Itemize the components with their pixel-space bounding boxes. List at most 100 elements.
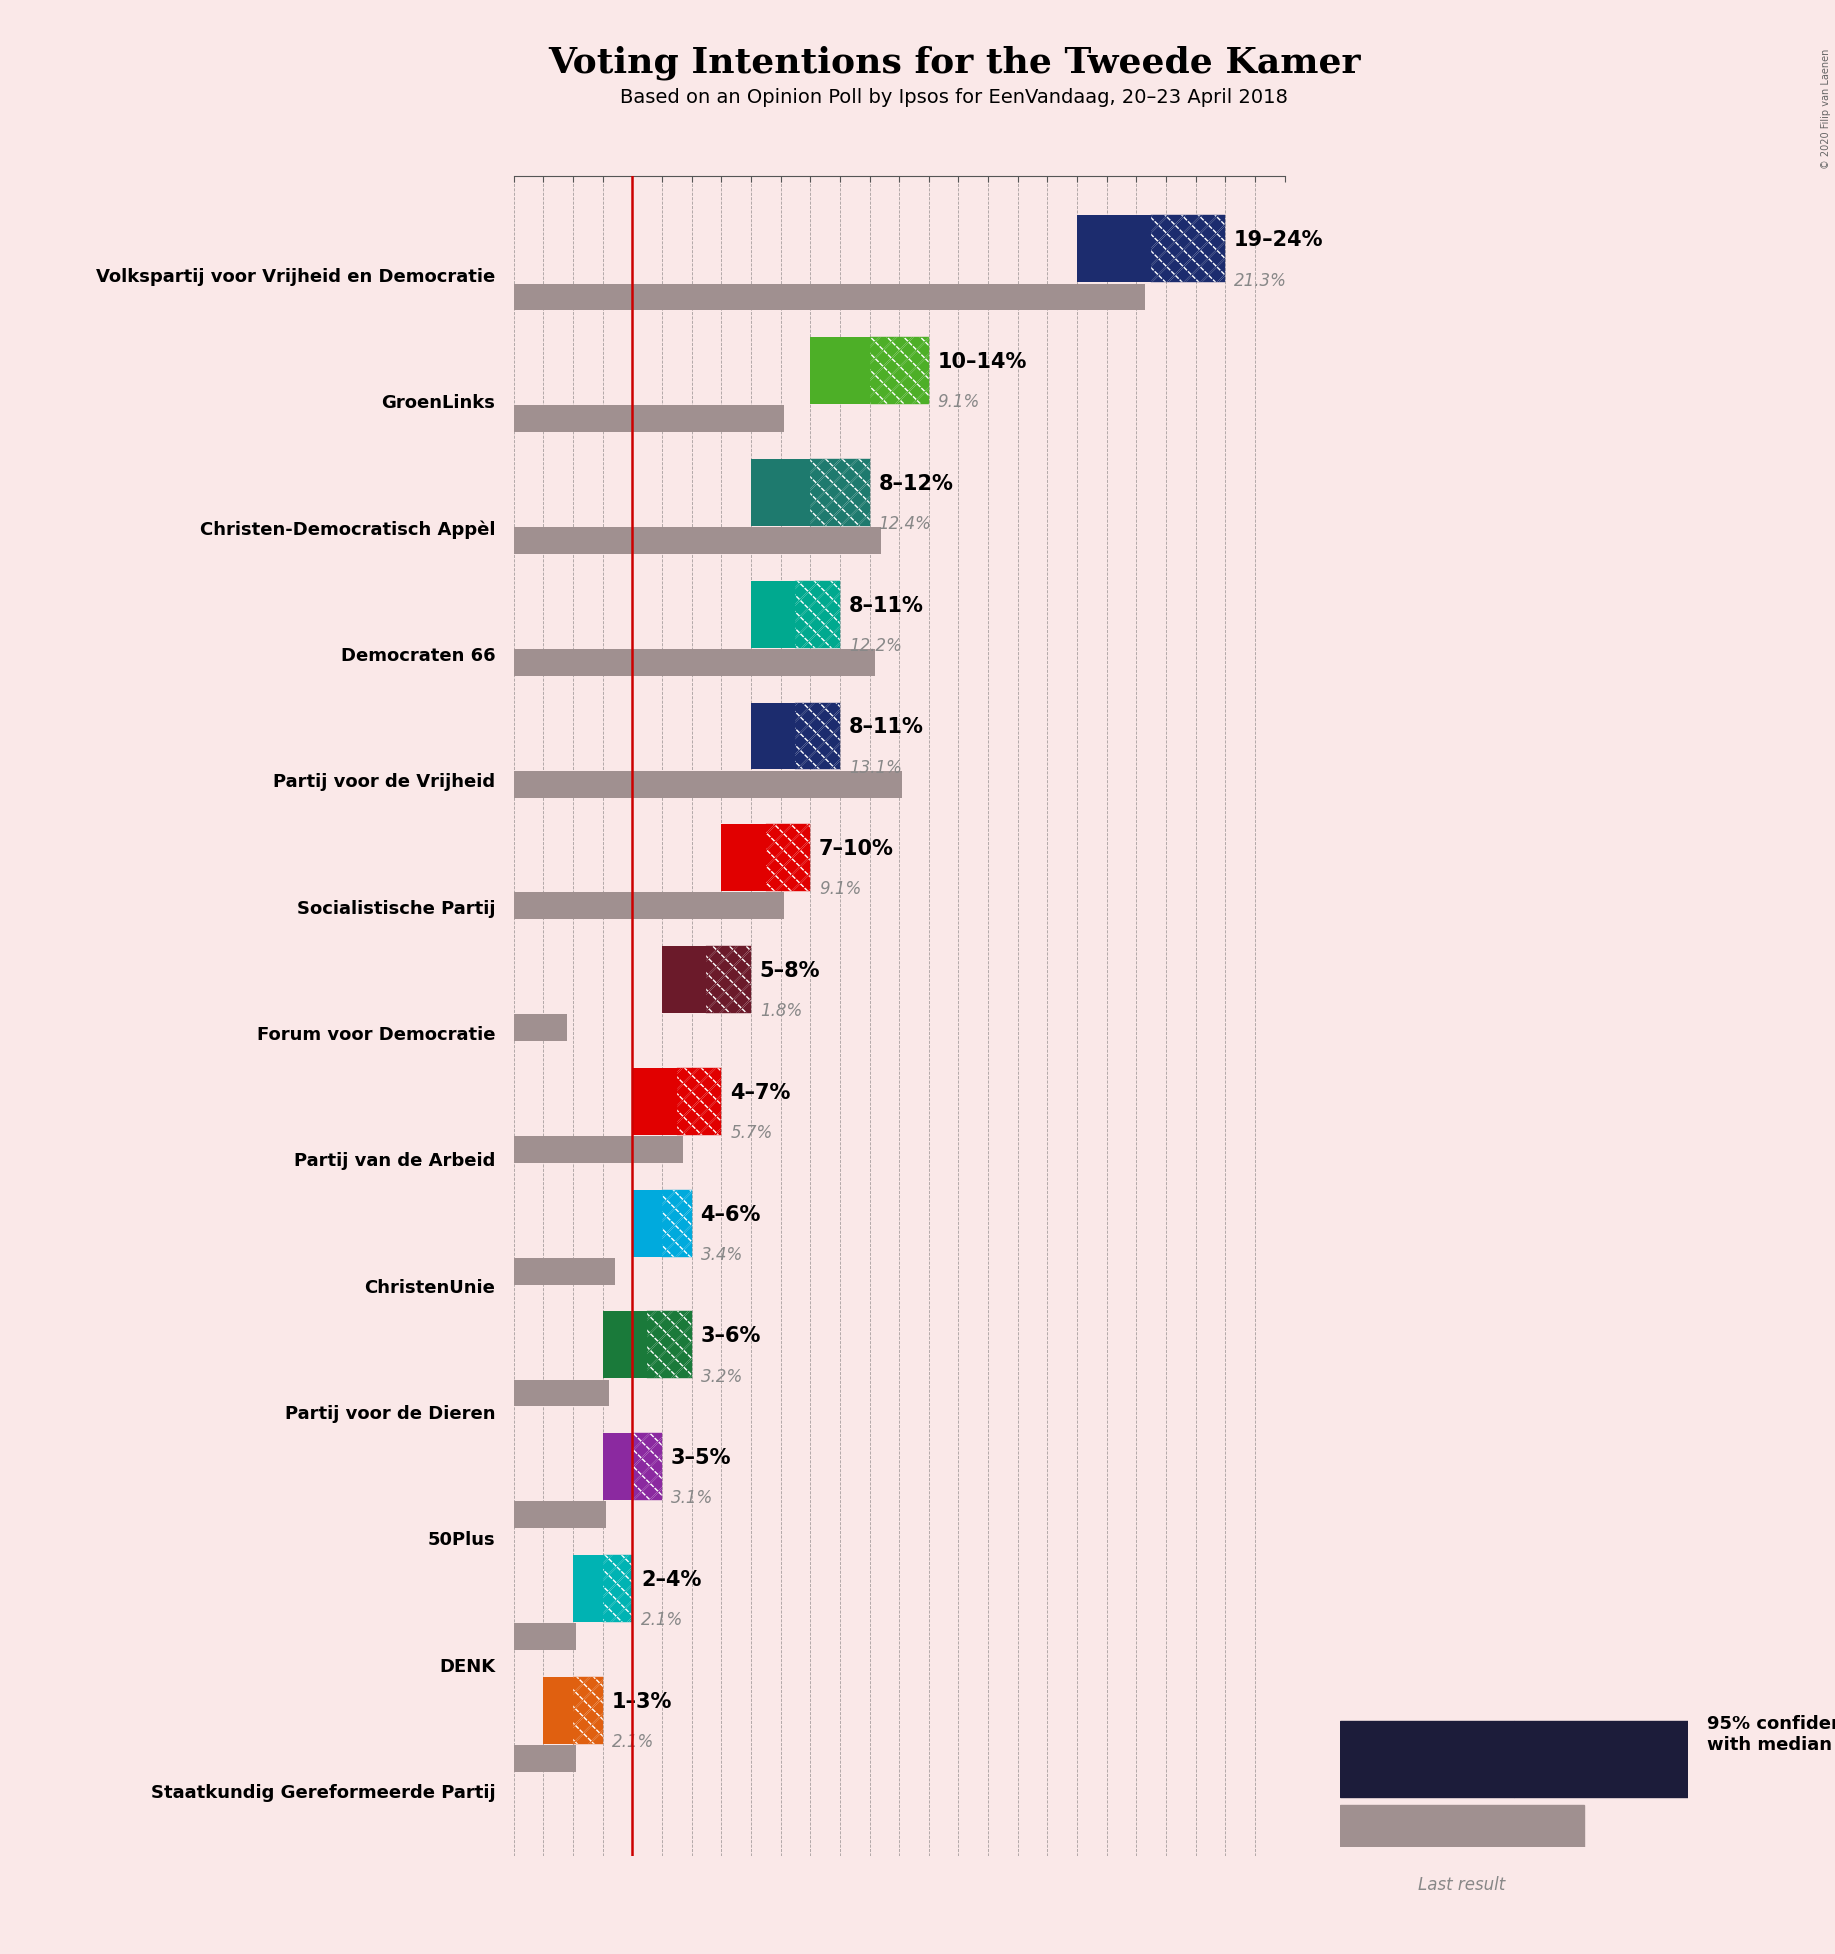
Bar <box>514 1135 683 1163</box>
Text: 12.2%: 12.2% <box>850 637 901 655</box>
Bar <box>514 1014 567 1041</box>
Bar <box>765 825 811 891</box>
Text: 21.3%: 21.3% <box>1235 272 1286 289</box>
Text: Partij voor de Vrijheid: Partij voor de Vrijheid <box>273 774 495 791</box>
Bar <box>751 459 811 526</box>
Text: 1.8%: 1.8% <box>760 1002 802 1020</box>
Bar <box>677 1067 721 1135</box>
Bar <box>751 580 795 647</box>
Text: 3–5%: 3–5% <box>672 1448 732 1467</box>
Text: 1–3%: 1–3% <box>611 1692 672 1712</box>
Text: 3–6%: 3–6% <box>701 1327 762 1346</box>
Text: Christen-Democratisch Appèl: Christen-Democratisch Appèl <box>200 520 495 539</box>
Bar <box>573 1677 602 1743</box>
Text: Voting Intentions for the Tweede Kamer: Voting Intentions for the Tweede Kamer <box>549 45 1360 80</box>
Text: 8–11%: 8–11% <box>850 596 923 616</box>
Text: 3.4%: 3.4% <box>701 1247 743 1264</box>
Bar <box>870 338 929 404</box>
Bar <box>514 770 903 797</box>
Text: 5–8%: 5–8% <box>760 961 820 981</box>
Bar <box>514 404 784 432</box>
Bar <box>602 1311 648 1378</box>
Text: © 2020 Filip van Laenen: © 2020 Filip van Laenen <box>1822 49 1831 170</box>
Text: 3.2%: 3.2% <box>701 1368 743 1385</box>
Bar <box>1340 1721 1514 1798</box>
Bar <box>765 825 811 891</box>
Bar <box>602 1555 633 1622</box>
Bar <box>795 703 840 770</box>
Bar <box>633 1432 662 1501</box>
Bar <box>514 1258 615 1284</box>
Bar <box>514 1501 606 1528</box>
Text: GroenLinks: GroenLinks <box>382 395 495 412</box>
Bar <box>1514 1721 1688 1798</box>
Text: 10–14%: 10–14% <box>938 352 1028 371</box>
Bar <box>633 1190 662 1256</box>
Text: 12.4%: 12.4% <box>879 516 932 533</box>
Bar <box>648 1311 692 1378</box>
Bar <box>543 1677 573 1743</box>
Text: Partij voor de Dieren: Partij voor de Dieren <box>284 1405 495 1423</box>
Text: 13.1%: 13.1% <box>850 758 901 776</box>
Bar <box>1077 215 1151 283</box>
Bar <box>514 649 875 676</box>
Text: 4–6%: 4–6% <box>701 1204 762 1225</box>
Text: 3.1%: 3.1% <box>672 1489 714 1507</box>
Bar <box>648 1311 692 1378</box>
Bar <box>514 528 881 553</box>
Bar <box>514 283 1145 311</box>
Text: 9.1%: 9.1% <box>818 881 861 899</box>
Bar <box>751 703 795 770</box>
Text: Socialistische Partij: Socialistische Partij <box>297 899 495 918</box>
Text: 2.1%: 2.1% <box>640 1610 683 1630</box>
Text: Forum voor Democratie: Forum voor Democratie <box>257 1026 495 1043</box>
Bar <box>514 893 784 918</box>
Text: 95% confidence interval
with median: 95% confidence interval with median <box>1707 1716 1835 1755</box>
Bar <box>795 703 840 770</box>
Bar <box>795 580 840 647</box>
Text: Staatkundig Gereformeerde Partij: Staatkundig Gereformeerde Partij <box>150 1784 495 1802</box>
Bar <box>811 338 870 404</box>
Text: 2.1%: 2.1% <box>611 1733 653 1751</box>
Bar <box>795 580 840 647</box>
Text: Volkspartij voor Vrijheid en Democratie: Volkspartij voor Vrijheid en Democratie <box>95 268 495 285</box>
Bar <box>633 1432 662 1501</box>
Bar <box>811 459 870 526</box>
Bar <box>677 1067 721 1135</box>
Bar <box>1514 1721 1688 1798</box>
Bar <box>662 1190 692 1256</box>
Bar <box>870 338 929 404</box>
Text: 7–10%: 7–10% <box>818 840 894 860</box>
Bar <box>514 1380 609 1407</box>
Text: 8–11%: 8–11% <box>850 717 923 737</box>
Bar <box>1151 215 1226 283</box>
Text: 8–12%: 8–12% <box>879 475 952 494</box>
Bar <box>706 946 751 1012</box>
Text: 9.1%: 9.1% <box>938 393 980 412</box>
Bar <box>1151 215 1226 283</box>
Text: 50Plus: 50Plus <box>428 1532 495 1550</box>
Text: Based on an Opinion Poll by Ipsos for EenVandaag, 20–23 April 2018: Based on an Opinion Poll by Ipsos for Ee… <box>620 88 1288 107</box>
Text: 19–24%: 19–24% <box>1235 231 1323 250</box>
Bar <box>1340 1805 1584 1847</box>
Bar <box>573 1677 602 1743</box>
Bar <box>706 946 751 1012</box>
Text: Last result: Last result <box>1418 1876 1505 1893</box>
Bar <box>662 946 706 1012</box>
Bar <box>721 825 765 891</box>
Bar <box>514 1624 576 1649</box>
Text: Partij van de Arbeid: Partij van de Arbeid <box>294 1153 495 1170</box>
Text: DENK: DENK <box>439 1657 495 1677</box>
Bar <box>602 1432 633 1501</box>
Bar <box>633 1067 677 1135</box>
Bar <box>662 1190 692 1256</box>
Text: Democraten 66: Democraten 66 <box>341 647 495 664</box>
Text: 2–4%: 2–4% <box>640 1569 701 1591</box>
Text: ChristenUnie: ChristenUnie <box>365 1278 495 1297</box>
Text: 4–7%: 4–7% <box>730 1083 791 1102</box>
Bar <box>811 459 870 526</box>
Bar <box>514 1745 576 1772</box>
Text: 5.7%: 5.7% <box>730 1124 773 1141</box>
Bar <box>602 1555 633 1622</box>
Bar <box>573 1555 602 1622</box>
